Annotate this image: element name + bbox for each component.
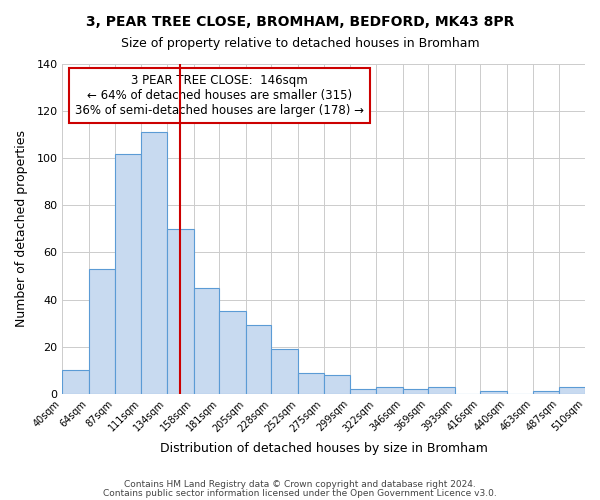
- Text: Size of property relative to detached houses in Bromham: Size of property relative to detached ho…: [121, 38, 479, 51]
- Bar: [246, 326, 271, 394]
- Text: 3 PEAR TREE CLOSE:  146sqm
← 64% of detached houses are smaller (315)
36% of sem: 3 PEAR TREE CLOSE: 146sqm ← 64% of detac…: [74, 74, 364, 117]
- Bar: [167, 229, 194, 394]
- Bar: [481, 392, 507, 394]
- Text: Contains public sector information licensed under the Open Government Licence v3: Contains public sector information licen…: [103, 489, 497, 498]
- Bar: [403, 389, 428, 394]
- Bar: [376, 386, 403, 394]
- Y-axis label: Number of detached properties: Number of detached properties: [15, 130, 28, 328]
- Text: 3, PEAR TREE CLOSE, BROMHAM, BEDFORD, MK43 8PR: 3, PEAR TREE CLOSE, BROMHAM, BEDFORD, MK…: [86, 15, 514, 29]
- Bar: [62, 370, 89, 394]
- X-axis label: Distribution of detached houses by size in Bromham: Distribution of detached houses by size …: [160, 442, 488, 455]
- Bar: [533, 392, 559, 394]
- Bar: [219, 312, 246, 394]
- Bar: [115, 154, 141, 394]
- Bar: [559, 386, 585, 394]
- Text: Contains HM Land Registry data © Crown copyright and database right 2024.: Contains HM Land Registry data © Crown c…: [124, 480, 476, 489]
- Bar: [271, 349, 298, 394]
- Bar: [194, 288, 219, 394]
- Bar: [428, 386, 455, 394]
- Bar: [350, 389, 376, 394]
- Bar: [141, 132, 167, 394]
- Bar: [323, 375, 350, 394]
- Bar: [89, 269, 115, 394]
- Bar: [298, 372, 323, 394]
